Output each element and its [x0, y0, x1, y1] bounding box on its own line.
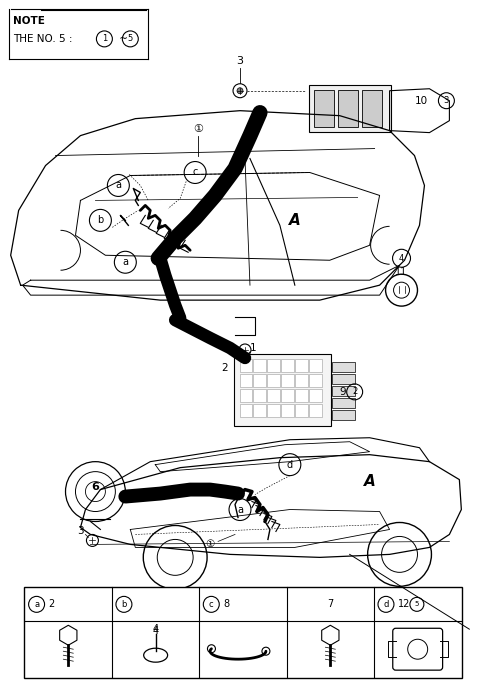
Text: THE NO. 5 :: THE NO. 5 : — [12, 34, 75, 44]
FancyBboxPatch shape — [281, 374, 294, 387]
FancyBboxPatch shape — [309, 85, 391, 131]
Text: 4: 4 — [153, 626, 159, 636]
FancyBboxPatch shape — [234, 354, 331, 426]
FancyBboxPatch shape — [253, 389, 266, 402]
Text: 8: 8 — [223, 599, 229, 610]
Text: a: a — [237, 504, 243, 515]
FancyBboxPatch shape — [309, 389, 322, 402]
Text: 5: 5 — [415, 601, 419, 608]
Text: 3: 3 — [444, 96, 449, 105]
FancyBboxPatch shape — [267, 389, 280, 402]
Text: 9: 9 — [340, 387, 347, 397]
FancyBboxPatch shape — [332, 387, 355, 396]
FancyBboxPatch shape — [295, 405, 308, 418]
Text: 3: 3 — [237, 56, 243, 66]
Text: 11: 11 — [396, 267, 408, 277]
Text: 4: 4 — [153, 624, 159, 634]
FancyBboxPatch shape — [332, 363, 355, 372]
FancyBboxPatch shape — [338, 89, 358, 127]
FancyBboxPatch shape — [240, 374, 252, 387]
FancyBboxPatch shape — [240, 389, 252, 402]
Text: a: a — [115, 180, 121, 191]
Text: 2: 2 — [222, 363, 228, 373]
Text: a: a — [34, 600, 39, 609]
Text: A: A — [364, 474, 375, 489]
FancyBboxPatch shape — [295, 374, 308, 387]
Circle shape — [237, 88, 243, 94]
FancyBboxPatch shape — [267, 405, 280, 418]
Text: 6: 6 — [92, 482, 99, 492]
FancyBboxPatch shape — [295, 389, 308, 402]
FancyBboxPatch shape — [314, 89, 334, 127]
FancyBboxPatch shape — [253, 359, 266, 372]
Text: 3: 3 — [77, 526, 84, 537]
FancyBboxPatch shape — [253, 374, 266, 387]
FancyBboxPatch shape — [295, 359, 308, 372]
Text: 1: 1 — [250, 343, 256, 353]
FancyBboxPatch shape — [332, 410, 355, 420]
Text: 4: 4 — [399, 254, 404, 263]
FancyBboxPatch shape — [281, 389, 294, 402]
FancyBboxPatch shape — [309, 359, 322, 372]
FancyBboxPatch shape — [253, 405, 266, 418]
Text: b: b — [121, 600, 127, 609]
Text: 5: 5 — [128, 34, 133, 43]
Text: a: a — [122, 257, 128, 267]
Text: A: A — [289, 213, 300, 228]
Text: b: b — [97, 215, 104, 226]
Text: ①: ① — [193, 124, 203, 133]
FancyBboxPatch shape — [24, 587, 462, 678]
Text: 2: 2 — [48, 599, 55, 610]
FancyBboxPatch shape — [393, 628, 443, 670]
FancyBboxPatch shape — [240, 405, 252, 418]
Text: 12: 12 — [398, 599, 410, 610]
Text: 10: 10 — [415, 96, 428, 106]
Text: d: d — [384, 600, 389, 609]
FancyBboxPatch shape — [332, 374, 355, 385]
FancyBboxPatch shape — [281, 359, 294, 372]
Text: d: d — [287, 460, 293, 470]
FancyBboxPatch shape — [309, 405, 322, 418]
Text: 2: 2 — [352, 387, 357, 396]
Text: ~: ~ — [116, 34, 128, 44]
FancyBboxPatch shape — [361, 89, 382, 127]
Text: ①: ① — [205, 539, 215, 550]
FancyBboxPatch shape — [240, 359, 252, 372]
FancyBboxPatch shape — [332, 398, 355, 408]
FancyBboxPatch shape — [309, 374, 322, 387]
FancyBboxPatch shape — [267, 374, 280, 387]
FancyBboxPatch shape — [267, 359, 280, 372]
Text: c: c — [192, 167, 198, 178]
Text: 7: 7 — [327, 599, 334, 610]
Text: NOTE: NOTE — [12, 16, 45, 26]
FancyBboxPatch shape — [281, 405, 294, 418]
Text: c: c — [209, 600, 214, 609]
Text: 1: 1 — [102, 34, 107, 43]
